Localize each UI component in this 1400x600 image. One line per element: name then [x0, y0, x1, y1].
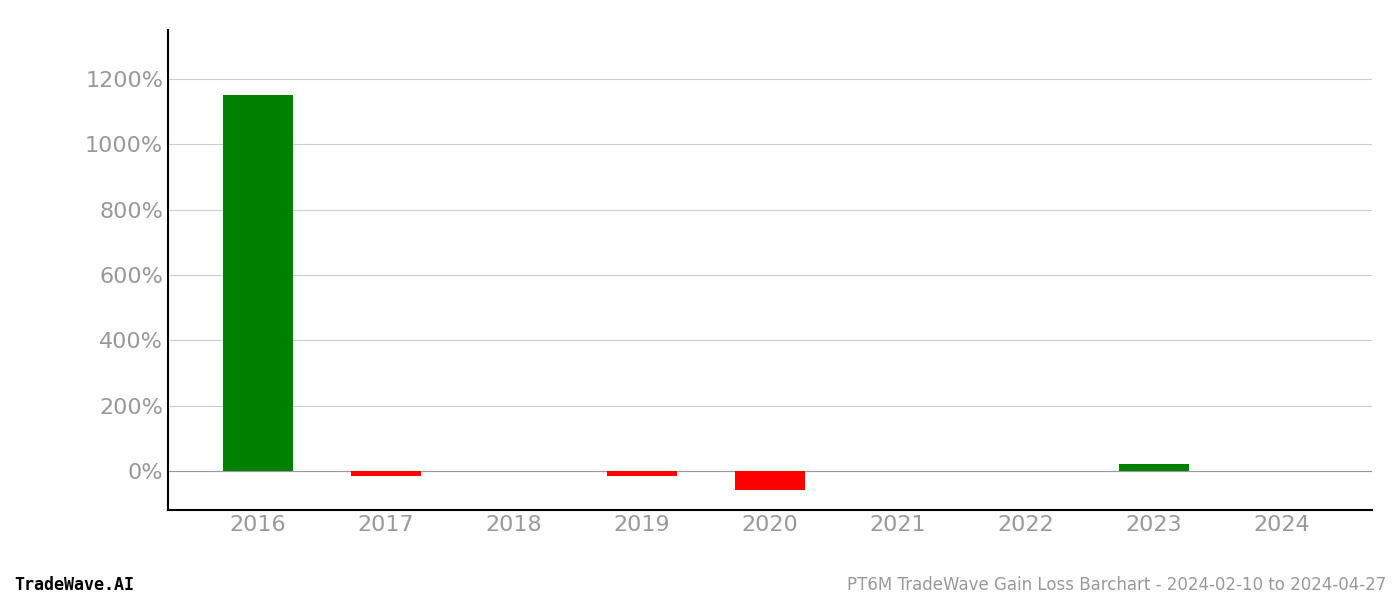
Bar — [735, 471, 805, 490]
Bar — [606, 471, 678, 476]
Bar — [1119, 464, 1189, 471]
Text: TradeWave.AI: TradeWave.AI — [14, 576, 134, 594]
Bar — [351, 471, 421, 476]
Bar — [223, 95, 293, 471]
Text: PT6M TradeWave Gain Loss Barchart - 2024-02-10 to 2024-04-27: PT6M TradeWave Gain Loss Barchart - 2024… — [847, 576, 1386, 594]
